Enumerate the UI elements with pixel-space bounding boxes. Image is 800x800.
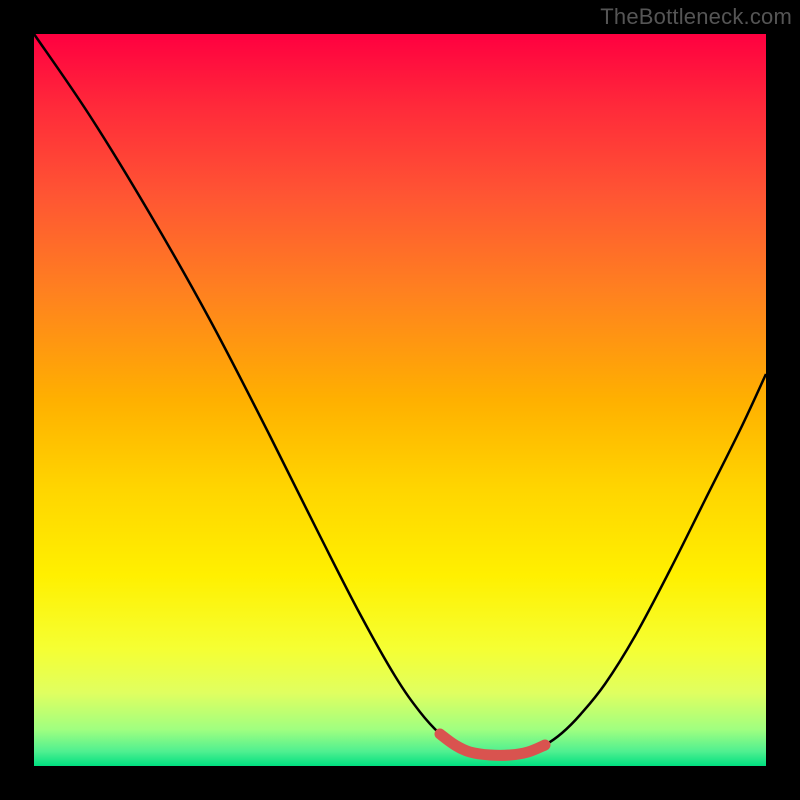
chart-container: TheBottleneck.com [0, 0, 800, 800]
optimal-range-highlight [440, 734, 545, 755]
bottleneck-curve [34, 34, 766, 755]
curve-layer [0, 0, 800, 800]
